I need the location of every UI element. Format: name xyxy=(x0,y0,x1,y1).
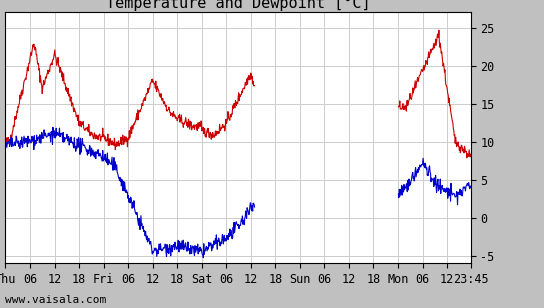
Title: Temperature and Dewpoint [°C]: Temperature and Dewpoint [°C] xyxy=(106,0,370,11)
Text: www.vaisala.com: www.vaisala.com xyxy=(5,295,107,305)
